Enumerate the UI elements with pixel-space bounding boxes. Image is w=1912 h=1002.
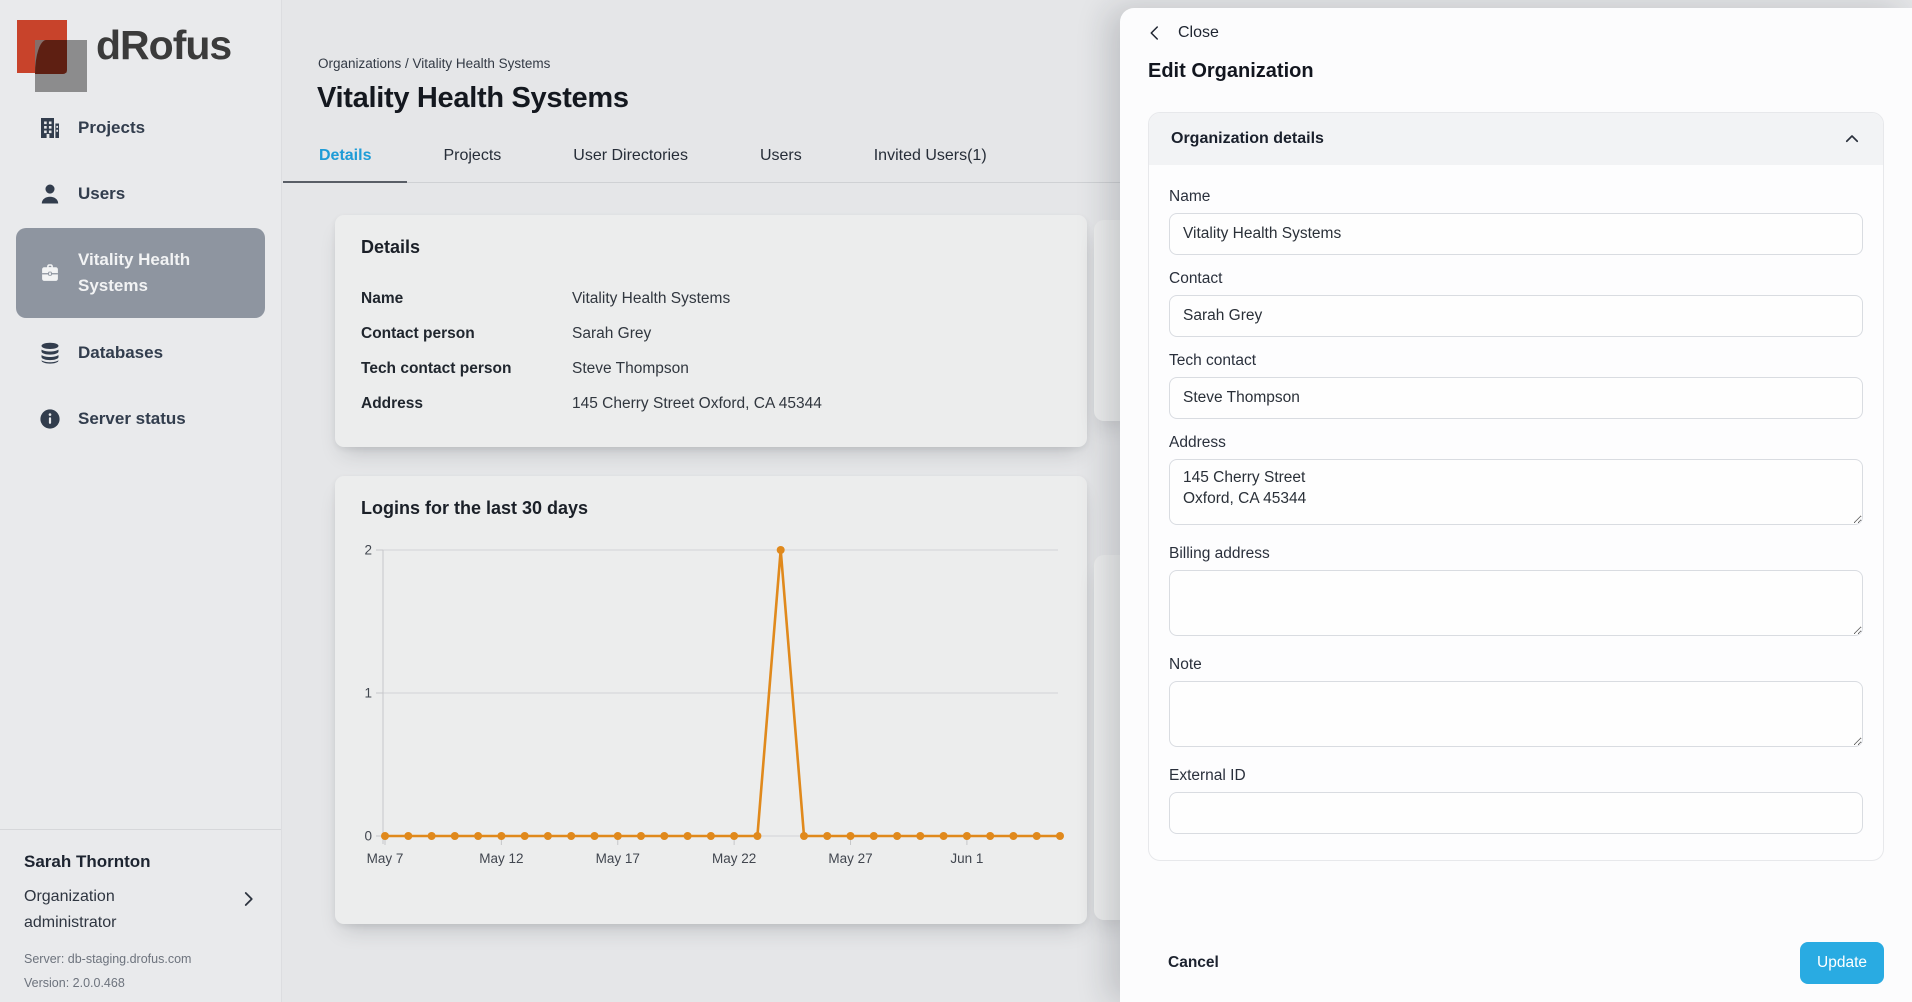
sidebar-item-label: Databases	[78, 343, 164, 362]
version-info: Version: 2.0.0.468	[24, 976, 125, 990]
sidebar-item-vitality-health-systems[interactable]: Vitality Health Systems	[16, 228, 265, 318]
field-contact: Contact	[1169, 270, 1863, 337]
chevron-left-icon	[1146, 24, 1164, 42]
tab-invited-users[interactable]: Invited Users(1)	[873, 147, 987, 164]
breadcrumb[interactable]: Organizations / Vitality Health Systems	[318, 56, 551, 71]
update-button[interactable]: Update	[1800, 942, 1884, 984]
svg-text:2: 2	[364, 543, 372, 558]
close-button[interactable]: Close	[1146, 24, 1219, 42]
tab-users[interactable]: Users	[759, 147, 802, 164]
briefcase-icon	[38, 261, 62, 285]
user-icon	[38, 182, 62, 206]
app-logo: dRofus	[0, 0, 281, 100]
main-content: Organizations / Vitality Health Systems …	[282, 0, 1912, 1002]
detail-row-tech-contact-person: Tech contact person Steve Thompson	[361, 359, 689, 377]
address-textarea[interactable]: 145 Cherry Street Oxford, CA 45344	[1169, 459, 1863, 525]
details-card-title: Details	[361, 237, 421, 257]
sidebar-nav: Projects Users Vitality Health Systems D…	[16, 105, 265, 462]
tab-bar: Details Projects User Directories Users …	[283, 143, 1121, 183]
details-rows: Name Vitality Health Systems Contact per…	[361, 281, 1061, 421]
tech-contact-input[interactable]	[1169, 377, 1863, 419]
external-id-input[interactable]	[1169, 792, 1863, 834]
page-title: Vitality Health Systems	[317, 82, 629, 114]
info-icon	[38, 407, 62, 431]
logo-wordmark: dRofus	[96, 22, 232, 68]
field-tech-contact: Tech contact	[1169, 352, 1863, 419]
server-info: Server: db-staging.drofus.com	[24, 952, 192, 966]
svg-text:May 7: May 7	[367, 851, 404, 866]
database-icon	[38, 341, 62, 365]
svg-text:0: 0	[364, 829, 372, 844]
chart-title: Logins for the last 30 days	[361, 498, 589, 518]
tab-user-directories[interactable]: User Directories	[573, 147, 688, 164]
sidebar-item-label: Vitality Health Systems	[78, 250, 191, 295]
user-role-row[interactable]: Organization administrator	[24, 884, 257, 936]
sidebar-item-label: Projects	[78, 118, 146, 137]
name-input[interactable]	[1169, 213, 1863, 255]
logo-leaf-shape	[35, 40, 67, 74]
sidebar-item-projects[interactable]: Projects	[16, 105, 265, 151]
note-textarea[interactable]	[1169, 681, 1863, 747]
tab-projects[interactable]: Projects	[443, 147, 502, 164]
svg-text:May 27: May 27	[828, 851, 872, 866]
field-address: Address 145 Cherry Street Oxford, CA 453…	[1169, 434, 1863, 530]
field-note: Note	[1169, 656, 1863, 752]
logins-chart-card: Logins for the last 30 days 0 1 2 May 7 May …	[335, 476, 1087, 924]
building-icon	[38, 116, 62, 140]
drofus-logo-icon	[0, 0, 96, 100]
sidebar-item-databases[interactable]: Databases	[16, 330, 265, 376]
edit-organization-drawer: Close Edit Organization Organization det…	[1120, 8, 1912, 1002]
organization-details-section: Organization details Name Contact Tech c…	[1148, 112, 1884, 861]
user-role: Organization administrator	[24, 888, 117, 931]
sidebar-item-label: Server status	[78, 409, 186, 428]
field-external-id: External ID	[1169, 767, 1863, 834]
svg-text:Jun 1: Jun 1	[950, 851, 983, 866]
tab-details[interactable]: Details	[283, 143, 408, 183]
close-label: Close	[1178, 24, 1219, 41]
billing-address-textarea[interactable]	[1169, 570, 1863, 636]
sidebar-item-users[interactable]: Users	[16, 171, 265, 217]
organization-details-header[interactable]: Organization details	[1149, 113, 1883, 165]
chevron-right-icon[interactable]	[239, 890, 257, 908]
drawer-title: Edit Organization	[1148, 60, 1314, 82]
contact-input[interactable]	[1169, 295, 1863, 337]
sidebar-footer: Sarah Thornton Organization administrato…	[0, 829, 281, 1002]
cancel-button[interactable]: Cancel	[1168, 954, 1219, 971]
user-name: Sarah Thornton	[24, 852, 151, 871]
svg-text:1: 1	[364, 686, 372, 701]
svg-text:May 17: May 17	[596, 851, 640, 866]
field-billing-address: Billing address	[1169, 545, 1863, 641]
sidebar-item-label: Users	[78, 184, 126, 203]
chevron-up-icon	[1843, 130, 1861, 148]
details-card: Details Name Vitality Health Systems Con…	[335, 215, 1087, 447]
detail-row-name: Name Vitality Health Systems	[361, 289, 731, 307]
sidebar-item-server-status[interactable]: Server status	[16, 396, 265, 442]
section-title: Organization details	[1171, 130, 1324, 147]
field-name: Name	[1169, 188, 1863, 255]
sidebar: dRofus Projects Users Vitality Health Sy…	[0, 0, 282, 1002]
svg-text:May 22: May 22	[712, 851, 756, 866]
detail-row-contact-person: Contact person Sarah Grey	[361, 324, 652, 342]
organization-details-body: Name Contact Tech contact Address 145 Ch…	[1149, 165, 1883, 860]
detail-row-address: Address 145 Cherry Street Oxford, CA 453…	[361, 394, 822, 412]
logins-line-chart: 0 1 2 May 7 May 12 May 17 May 22 May 27 Jun 1	[364, 543, 1064, 866]
svg-text:May 12: May 12	[479, 851, 523, 866]
